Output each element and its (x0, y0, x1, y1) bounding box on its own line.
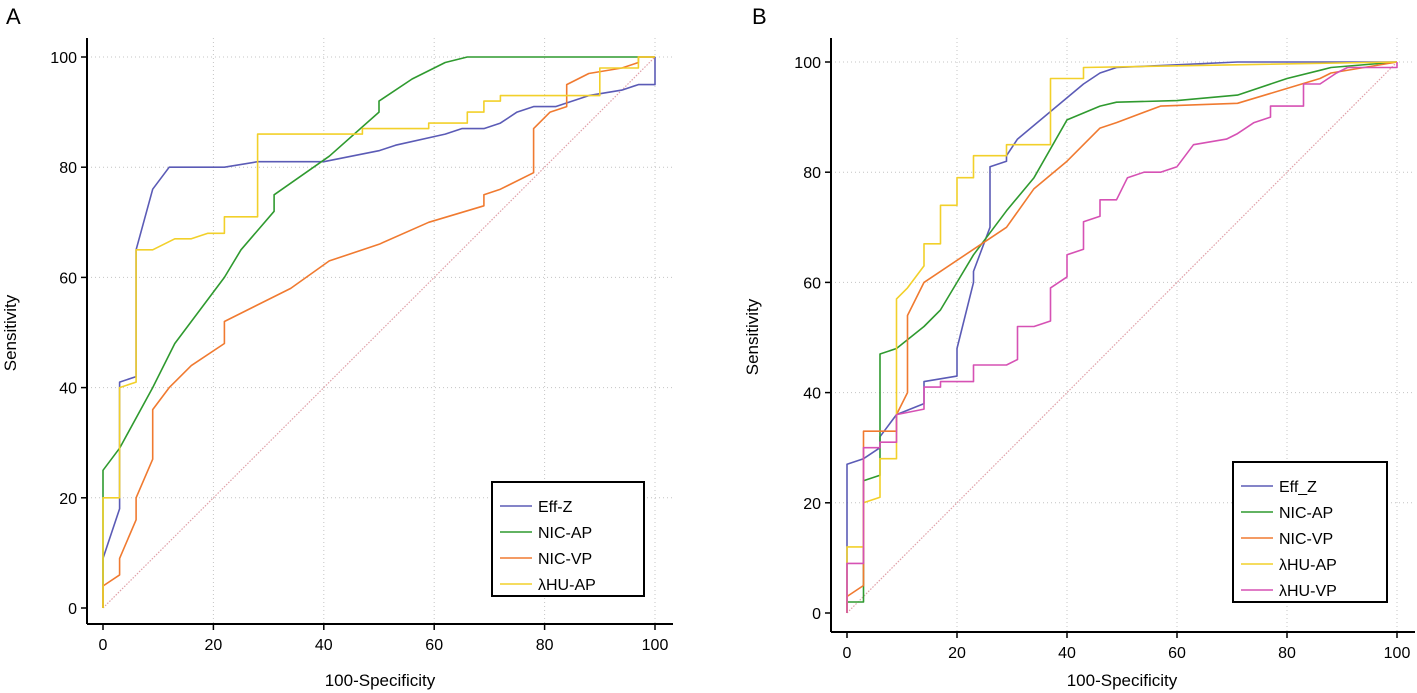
panel-b-ytick-label-60: 60 (803, 275, 821, 292)
panel-b-xtick-label-60: 60 (1168, 645, 1186, 662)
panel-a-xtick-label-40: 40 (315, 637, 333, 654)
panel-b-xtick-label-100: 100 (1384, 645, 1411, 662)
panel-b-curves (846, 61, 1398, 613)
panel-a-ticks: 0 20 40 60 80 100 0 20 40 60 80 100 (50, 50, 668, 654)
panel-a-ytick-label-0: 0 (68, 601, 77, 618)
panel-a-xtick-label-100: 100 (642, 637, 669, 654)
panel-b-curve-lhu-vp (846, 62, 1398, 613)
panel-a-ytick-label-60: 60 (59, 270, 77, 287)
panel-a: A 0 20 40 60 80 100 0 20 40 60 80 100 100-Specifici… (1, 4, 673, 690)
panel-b-ytick-label-100: 100 (794, 55, 821, 72)
panel-b-reference-diagonal (846, 61, 1398, 614)
panel-b-ticks: 0 20 40 60 80 100 0 20 40 60 80 100 (794, 55, 1410, 662)
panel-b-axes (830, 38, 1415, 633)
panel-a-xtick-label-60: 60 (425, 637, 443, 654)
panel-a-axes (86, 38, 673, 625)
panel-a-ytick-label-40: 40 (59, 381, 77, 398)
panel-b-xtick-label-40: 40 (1058, 645, 1076, 662)
panel-b-curve-lhu-ap (846, 61, 1398, 613)
panel-b-legend-label-nic-vp: NIC-VP (1279, 531, 1333, 548)
panel-b-y-axis-label: Sensitivity (743, 298, 762, 375)
panel-b-ytick-label-40: 40 (803, 386, 821, 403)
panel-a-curve-nic-vp (102, 56, 655, 608)
panel-a-curve-lhu-ap (102, 56, 655, 608)
panel-b-curve-nic-vp (846, 61, 1398, 613)
panel-b-ytick-label-20: 20 (803, 496, 821, 513)
panel-b-xtick-label-20: 20 (948, 645, 966, 662)
panel-b-grid (831, 38, 1415, 632)
panel-a-legend-label-eff-z: Eff-Z (538, 499, 573, 516)
panel-b-legend-label-eff-z: Eff_Z (1279, 479, 1317, 496)
panel-b-ytick-label-80: 80 (803, 165, 821, 182)
panel-a-reference-line (102, 56, 656, 609)
panel-b-curve-nic-ap (846, 61, 1398, 613)
panel-b-legend: Eff_Z NIC-AP NIC-VP λHU-AP λHU-VP (1232, 461, 1388, 603)
panel-b-label: B (752, 4, 767, 29)
panel-a-curves (102, 56, 656, 608)
panel-a-label: A (6, 4, 21, 29)
panel-a-xtick-label-20: 20 (205, 637, 223, 654)
panel-a-legend-label-nic-vp: NIC-VP (538, 551, 592, 568)
panel-a-reference-diagonal (102, 56, 656, 609)
panel-a-legend-label-nic-ap: NIC-AP (538, 525, 592, 542)
panel-a-xtick-label-80: 80 (536, 637, 554, 654)
panel-b-xtick-label-0: 0 (843, 645, 852, 662)
panel-a-xtick-label-0: 0 (99, 637, 108, 654)
panel-a-curve-nic-ap (102, 56, 655, 608)
panel-b-legend-label-lhu-ap: λHU-AP (1279, 557, 1337, 574)
panel-a-y-axis-label: Sensitivity (1, 294, 20, 371)
panel-b: B 0 20 40 60 80 100 0 20 40 60 80 100 100-Specifici… (743, 4, 1415, 690)
panel-b-xtick-label-80: 80 (1278, 645, 1296, 662)
panel-a-legend-box (491, 481, 645, 597)
panel-b-legend-label-nic-ap: NIC-AP (1279, 505, 1333, 522)
panel-a-legend: Eff-Z NIC-AP NIC-VP λHU-AP (491, 481, 645, 597)
panel-a-legend-label-lhu-ap: λHU-AP (538, 577, 596, 594)
panel-a-ytick-label-100: 100 (50, 50, 77, 67)
panel-b-reference-line (846, 61, 1398, 614)
panel-b-ytick-label-0: 0 (812, 606, 821, 623)
panel-a-ytick-label-20: 20 (59, 491, 77, 508)
panel-b-legend-label-lhu-vp: λHU-VP (1279, 583, 1337, 600)
panel-a-ytick-label-80: 80 (59, 160, 77, 177)
panel-b-x-axis-label: 100-Specificity (1067, 671, 1178, 690)
panel-a-x-axis-label: 100-Specificity (325, 671, 436, 690)
